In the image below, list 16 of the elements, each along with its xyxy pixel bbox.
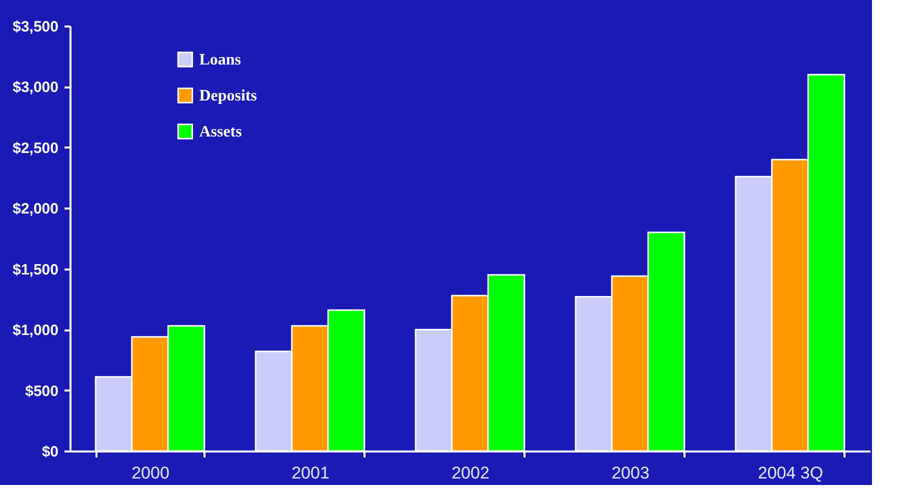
- x-tick-label: 2001: [292, 464, 330, 482]
- y-tick-label: $2,000: [12, 200, 58, 218]
- y-tick-label: $2,500: [12, 140, 58, 157]
- legend-label: Deposits: [199, 88, 257, 104]
- y-tick-label: $0: [42, 444, 58, 460]
- y-tick-label: $3,500: [12, 18, 58, 36]
- y-tick-label: $1,500: [12, 261, 58, 278]
- legend-label: Assets: [199, 124, 242, 140]
- x-tick-label: 2003: [612, 464, 650, 482]
- x-tick-label: 2000: [132, 464, 170, 482]
- y-tick-label: $3,000: [12, 79, 58, 96]
- legend-label: Loans: [199, 52, 241, 68]
- y-tick-label: $1,000: [12, 322, 58, 340]
- x-tick-label: 2002: [452, 464, 490, 482]
- y-tick-label: $500: [25, 382, 58, 400]
- x-tick-label: 2004 3Q: [758, 464, 824, 482]
